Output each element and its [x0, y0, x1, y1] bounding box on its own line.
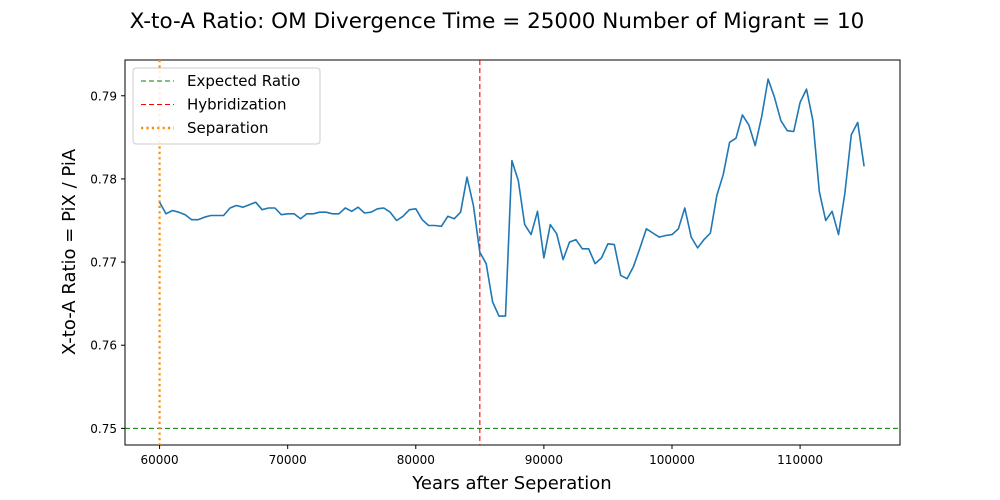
- plot-area: [124, 59, 901, 446]
- y-tick-label: 0.77: [90, 256, 117, 270]
- series-line: [158, 78, 865, 317]
- y-tick-label: 0.76: [90, 339, 117, 353]
- y-tick-label: 0.79: [90, 89, 117, 103]
- x-tick-label: 90000: [525, 453, 563, 467]
- y-tick-label: 0.78: [90, 172, 117, 186]
- x-tick-label: 110000: [777, 453, 823, 467]
- legend: Expected Ratio Hybridization Separation: [132, 67, 321, 145]
- x-tick-label: 80000: [397, 453, 435, 467]
- x-tick-label: 60000: [140, 453, 178, 467]
- legend-label: Expected Ratio: [187, 72, 300, 90]
- legend-box: [132, 67, 321, 145]
- x-tick-label: 100000: [649, 453, 695, 467]
- x-tick-label: 70000: [269, 453, 307, 467]
- y-axis-label: X-to-A Ratio = PiX / PiA: [59, 148, 80, 355]
- legend-label: Separation: [187, 119, 269, 137]
- chart-title: X-to-A Ratio: OM Divergence Time = 25000…: [130, 9, 865, 34]
- x-axis-label: Years after Seperation: [411, 473, 611, 494]
- y-tick-label: 0.75: [90, 422, 117, 436]
- legend-label: Hybridization: [187, 96, 287, 114]
